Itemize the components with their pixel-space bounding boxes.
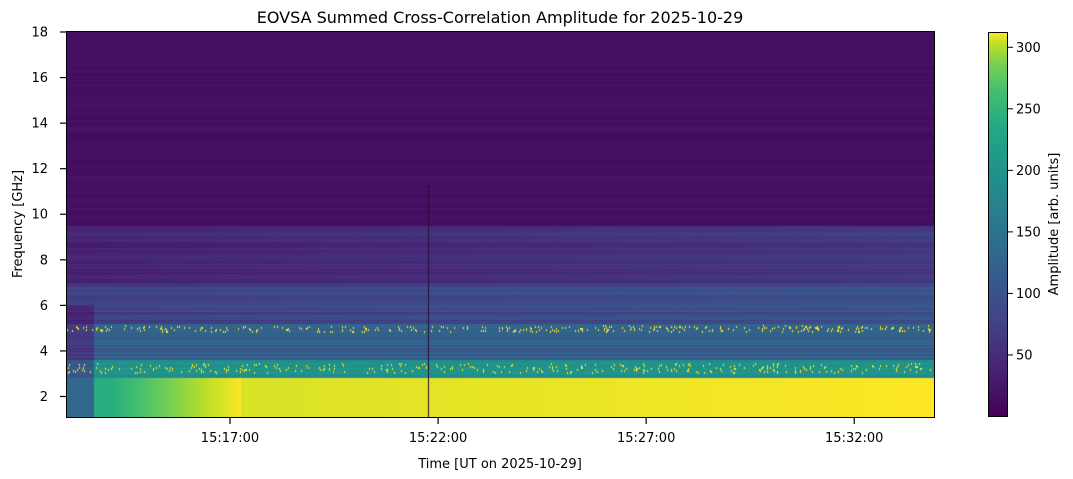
plot-area — [66, 31, 935, 418]
x-tick-label: 15:32:00 — [825, 431, 883, 446]
colorbar-tick-label: 300 — [1016, 41, 1041, 56]
plot-frame — [66, 31, 935, 418]
x-tick-label: 15:17:00 — [201, 431, 259, 446]
heatmap-image — [67, 32, 934, 417]
chart-title: EOVSA Summed Cross-Correlation Amplitude… — [257, 8, 744, 27]
x-axis: 15:17:00 15:22:00 15:27:00 15:32:00 — [201, 417, 883, 446]
y-tick-label: 16 — [31, 71, 48, 86]
y-tick-label: 6 — [40, 299, 48, 314]
y-tick-label: 12 — [31, 162, 48, 177]
colorbar-tick-label: 50 — [1016, 348, 1033, 363]
y-tick-label: 10 — [31, 208, 48, 223]
x-tick-label: 15:27:00 — [617, 431, 675, 446]
y-tick-label: 14 — [31, 117, 48, 132]
y-axis: 2 4 6 8 10 12 14 16 18 — [31, 26, 67, 405]
colorbar-tick-label: 150 — [1016, 225, 1041, 240]
colorbar: 50 100 150 200 250 300 Amplitude [arb. units] — [988, 32, 1062, 417]
heatmap — [67, 32, 934, 417]
colorbar-gradient — [988, 32, 1008, 417]
y-tick-label: 2 — [40, 390, 48, 405]
colorbar-tick-label: 250 — [1016, 102, 1041, 117]
y-tick-label: 8 — [40, 253, 48, 268]
colorbar-tick-label: 200 — [1016, 164, 1041, 179]
x-axis-label: Time [UT on 2025-10-29] — [417, 457, 582, 472]
y-axis-label: Frequency [GHz] — [11, 170, 26, 278]
x-tick-label: 15:22:00 — [409, 431, 467, 446]
colorbar-tick-label: 100 — [1016, 287, 1041, 302]
colorbar-label: Amplitude [arb. units] — [1047, 153, 1062, 296]
y-tick-label: 4 — [40, 344, 48, 359]
y-tick-label: 18 — [31, 26, 48, 41]
colorbar-ticks: 50 100 150 200 250 300 — [1007, 41, 1041, 363]
